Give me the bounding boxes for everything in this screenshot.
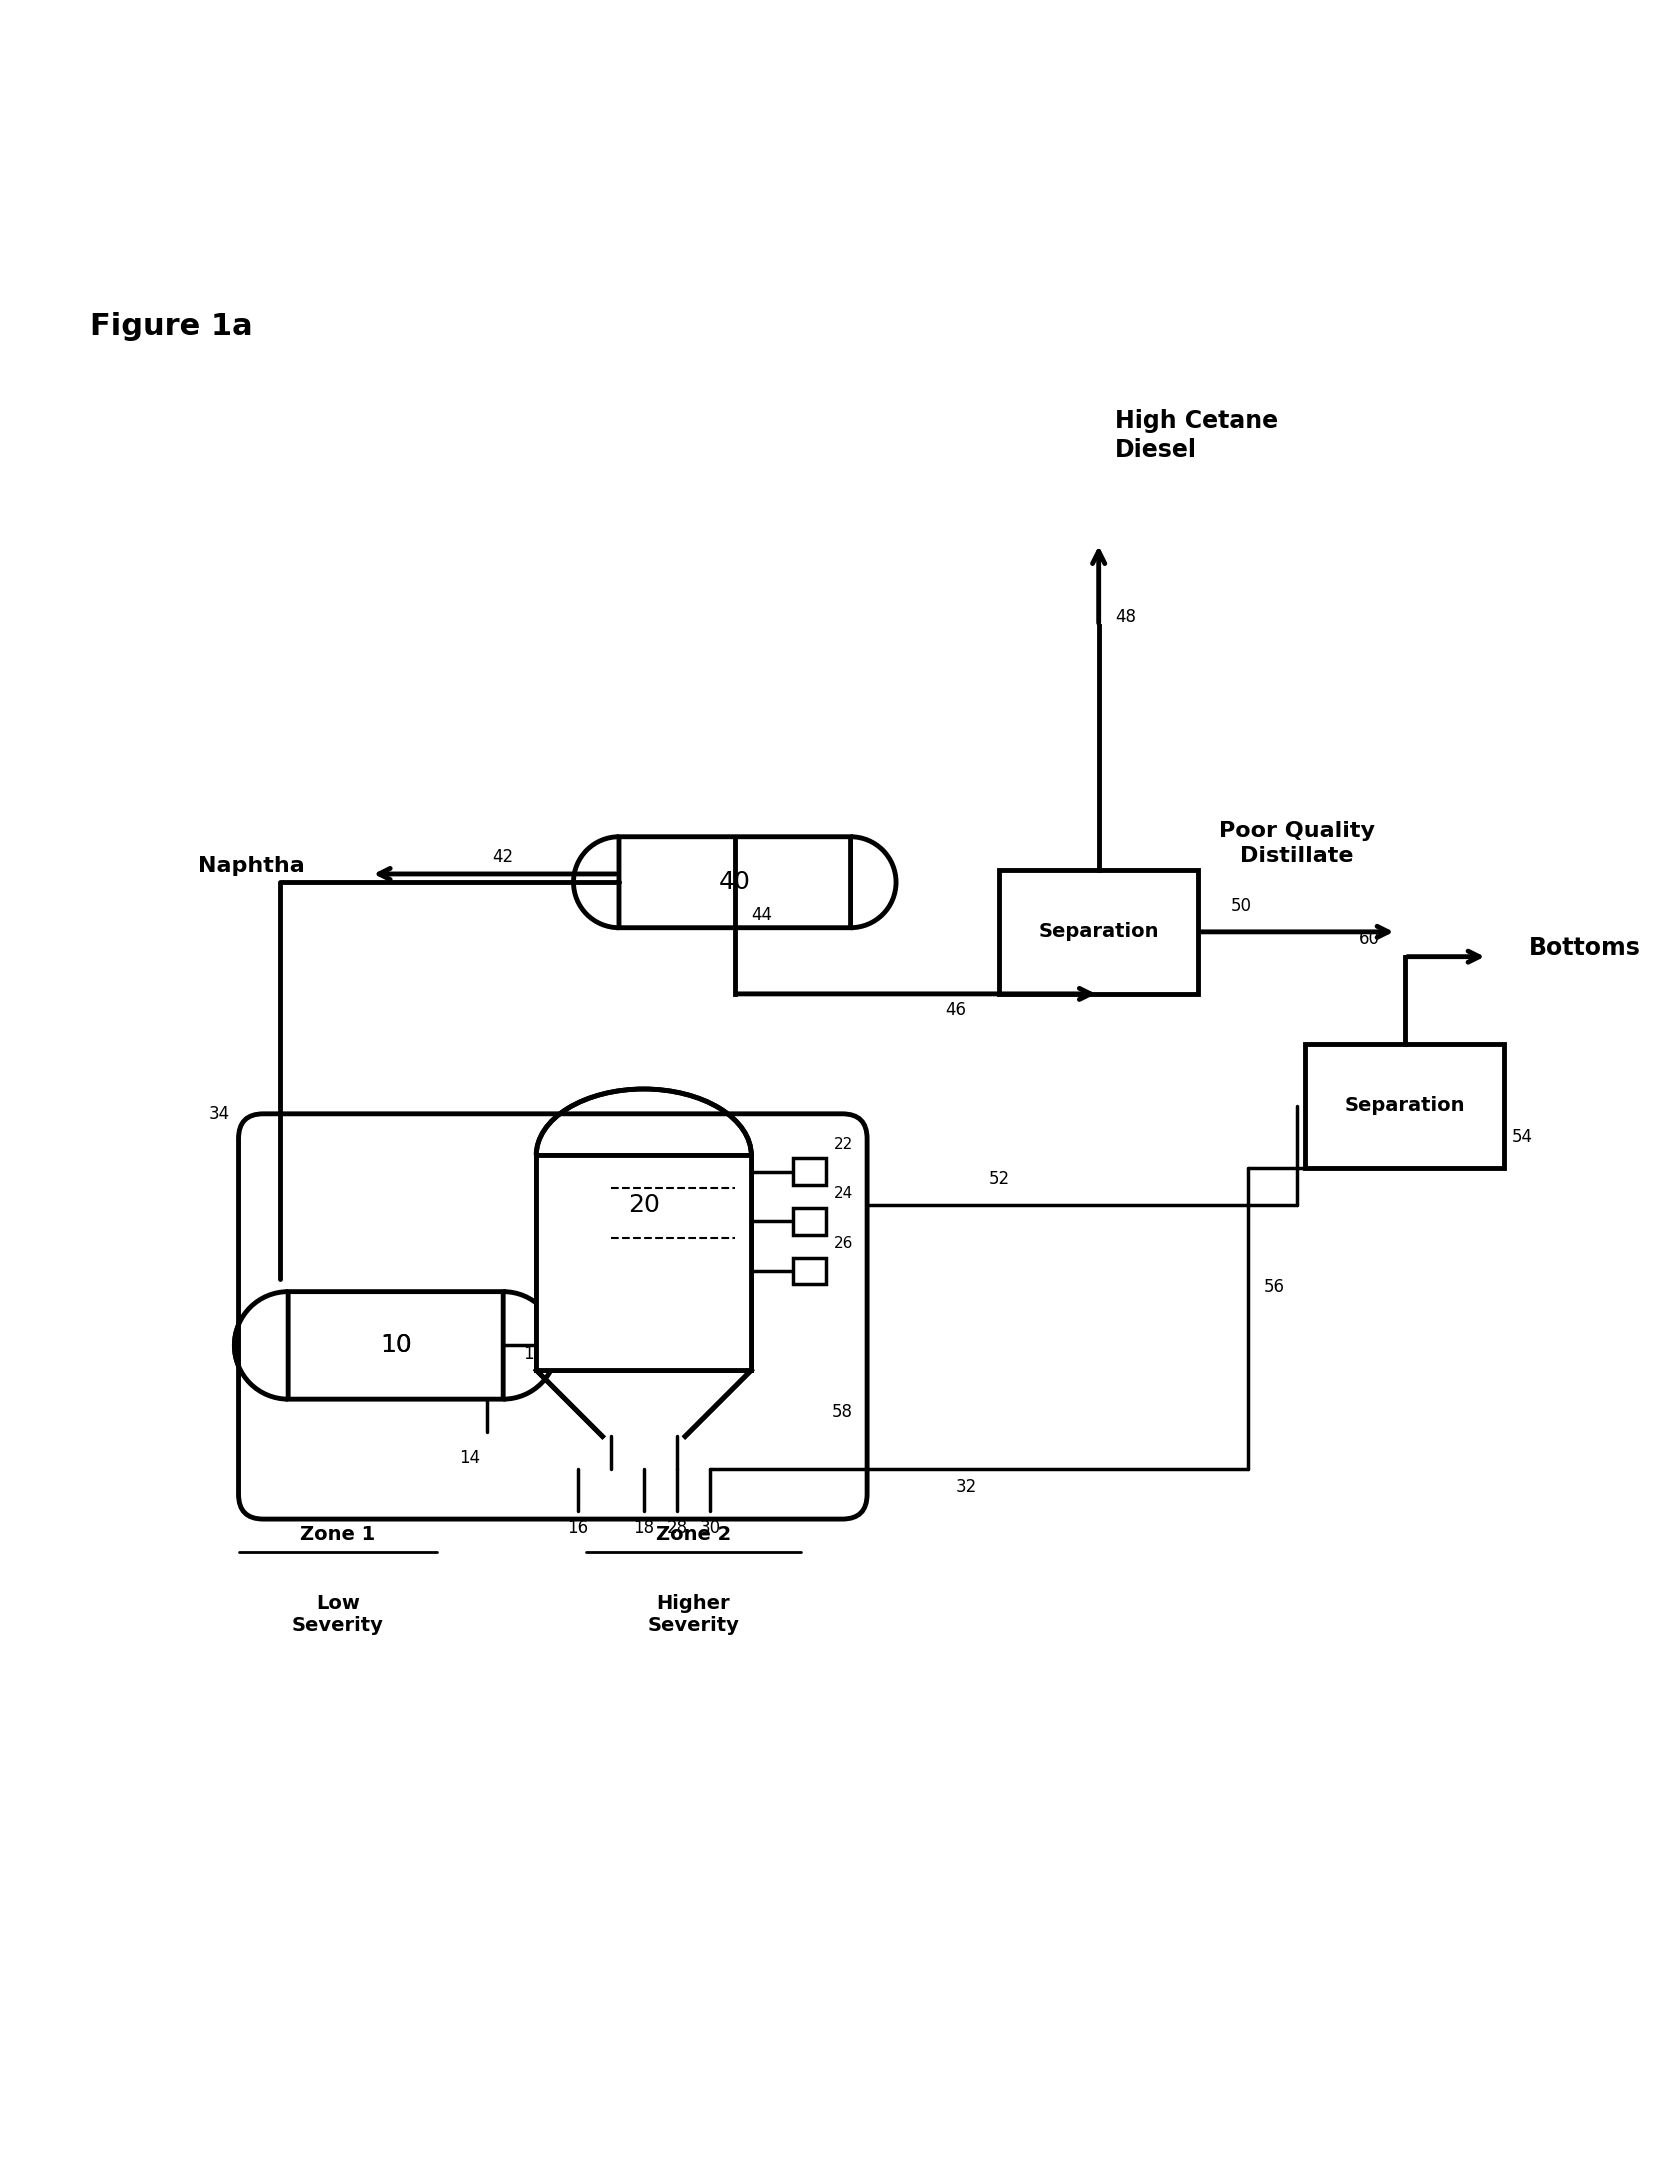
Text: 32: 32 — [955, 1477, 977, 1496]
Text: 20: 20 — [628, 1194, 660, 1218]
Text: Zone 1: Zone 1 — [300, 1525, 375, 1544]
Text: 10: 10 — [380, 1333, 412, 1357]
Text: Bottoms: Bottoms — [1529, 937, 1641, 960]
Text: 60: 60 — [1359, 930, 1379, 947]
FancyBboxPatch shape — [288, 1292, 503, 1398]
Text: 42: 42 — [493, 847, 515, 865]
Text: Poor Quality
Distillate: Poor Quality Distillate — [1218, 821, 1376, 865]
Text: 50: 50 — [1230, 897, 1252, 915]
Text: Higher
Severity: Higher Severity — [647, 1594, 739, 1634]
Text: Low
Severity: Low Severity — [292, 1594, 384, 1634]
Text: 40: 40 — [719, 871, 751, 895]
Text: 18: 18 — [634, 1518, 654, 1538]
Bar — [793, 1257, 826, 1285]
Text: 56: 56 — [1264, 1278, 1285, 1296]
Text: 34: 34 — [210, 1104, 230, 1124]
Text: 54: 54 — [1512, 1128, 1534, 1146]
Text: 30: 30 — [699, 1518, 721, 1538]
Text: 16: 16 — [566, 1518, 588, 1538]
Bar — [793, 1209, 826, 1235]
Bar — [1306, 1043, 1503, 1167]
Text: 28: 28 — [667, 1518, 687, 1538]
Text: 22: 22 — [835, 1137, 853, 1152]
Bar — [999, 869, 1198, 993]
Text: 46: 46 — [945, 1002, 967, 1019]
Text: 10: 10 — [380, 1333, 412, 1357]
FancyBboxPatch shape — [238, 1113, 866, 1518]
Text: Separation: Separation — [1039, 921, 1158, 941]
Text: 58: 58 — [831, 1403, 853, 1422]
Text: 44: 44 — [751, 906, 773, 923]
Text: High Cetane
Diesel: High Cetane Diesel — [1115, 409, 1279, 462]
Text: Zone 2: Zone 2 — [655, 1525, 731, 1544]
Text: 14: 14 — [459, 1448, 481, 1466]
FancyBboxPatch shape — [288, 1292, 503, 1398]
Text: 12: 12 — [523, 1344, 545, 1363]
Text: 26: 26 — [835, 1237, 853, 1250]
Text: 52: 52 — [989, 1170, 1011, 1189]
Bar — [793, 1159, 826, 1185]
Text: Figure 1a: Figure 1a — [89, 311, 253, 340]
Bar — [536, 1154, 751, 1370]
Text: Separation: Separation — [1344, 1096, 1465, 1115]
Text: 48: 48 — [1115, 608, 1136, 625]
FancyBboxPatch shape — [618, 836, 850, 928]
Bar — [536, 1154, 751, 1370]
Text: Naphtha: Naphtha — [198, 856, 305, 876]
Text: 20: 20 — [628, 1194, 660, 1218]
Text: 24: 24 — [835, 1187, 853, 1202]
